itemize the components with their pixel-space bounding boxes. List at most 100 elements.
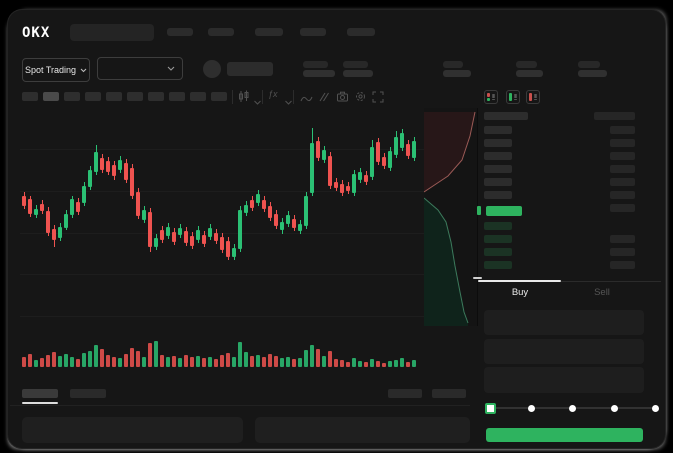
candle-body <box>382 157 386 166</box>
compare-icon[interactable] <box>318 90 330 108</box>
bottom-panel-left[interactable] <box>22 417 243 443</box>
candle-body <box>286 215 290 224</box>
stat-value-placeholder <box>303 70 335 77</box>
nav-item-placeholder[interactable] <box>255 28 283 36</box>
candle-body <box>358 172 362 180</box>
candle-body <box>310 143 314 193</box>
volume-bar <box>346 362 350 367</box>
orderbook-row-ask-amount[interactable] <box>610 165 635 173</box>
bottom-action-placeholder[interactable] <box>388 389 422 398</box>
tab-buy[interactable]: Buy <box>511 287 529 298</box>
interval-button[interactable] <box>127 92 143 101</box>
interval-button[interactable] <box>169 92 185 101</box>
interval-button[interactable] <box>148 92 164 101</box>
candle-style-icon[interactable] <box>237 90 250 108</box>
nav-item-placeholder[interactable] <box>167 28 193 36</box>
orderbook-last-price[interactable] <box>486 206 522 216</box>
volume-bar <box>292 359 296 367</box>
candle-body <box>364 175 368 182</box>
interval-button[interactable] <box>64 92 80 101</box>
orderbook-row-ask-price[interactable] <box>484 165 512 173</box>
pair-selector-dropdown[interactable] <box>97 57 183 80</box>
bottom-tab-active[interactable] <box>22 389 58 398</box>
volume-bar <box>262 357 266 367</box>
orderbook-row-header-amount[interactable] <box>594 112 635 120</box>
chevron-down-icon[interactable] <box>284 93 293 111</box>
nav-item-placeholder[interactable] <box>347 28 375 36</box>
toolbar-divider <box>232 90 233 104</box>
volume-bar <box>364 362 368 367</box>
candle-body <box>124 163 128 180</box>
settings-gear-icon[interactable] <box>354 90 367 108</box>
candle-body <box>112 165 116 176</box>
bottom-panel-right[interactable] <box>255 417 470 443</box>
bottom-tab[interactable] <box>70 389 106 398</box>
fullscreen-icon[interactable] <box>372 90 384 108</box>
orderbook-row-ask-amount[interactable] <box>610 191 635 199</box>
slider-handle-active[interactable] <box>485 403 496 414</box>
orderbook-row-ask-amount[interactable] <box>610 152 635 160</box>
orderbook-row-ask-amount[interactable] <box>610 204 635 212</box>
market-type-dropdown[interactable]: Spot Trading <box>22 58 90 82</box>
orderbook-view-both-icon[interactable] <box>484 90 498 104</box>
orderbook-icon-bars <box>487 93 490 101</box>
amount-input[interactable] <box>484 339 644 364</box>
volume-bar <box>64 354 68 367</box>
orderbook-row-ask-amount[interactable] <box>610 139 635 147</box>
volume-bar <box>22 357 26 367</box>
line-chart-icon[interactable] <box>300 91 313 109</box>
orderbook-row-bid-price[interactable] <box>484 235 512 243</box>
orderbook-row-ask-price[interactable] <box>484 178 512 186</box>
interval-button[interactable] <box>22 92 38 101</box>
candle-body <box>190 236 194 246</box>
price-input[interactable] <box>484 310 644 335</box>
orderbook-view-bids-icon[interactable] <box>506 90 520 104</box>
orderbook-row-bid-amount[interactable] <box>610 235 635 243</box>
slider-step-dot[interactable] <box>568 404 576 412</box>
orderbook-row-bid-amount[interactable] <box>610 261 635 269</box>
volume-bar <box>298 358 302 367</box>
candle-body <box>82 186 86 203</box>
orderbook-row-bid-price[interactable] <box>484 261 512 269</box>
buy-submit-button[interactable] <box>486 428 643 442</box>
interval-button[interactable] <box>211 92 227 101</box>
bottom-tab-underline <box>22 402 58 404</box>
orderbook-row-ask-price[interactable] <box>484 191 512 199</box>
bottom-action-placeholder[interactable] <box>432 389 466 398</box>
interval-button[interactable] <box>106 92 122 101</box>
orderbook-row-ask-price[interactable] <box>484 139 512 147</box>
orderbook-view-asks-icon[interactable] <box>526 90 540 104</box>
orderbook-row-ask-price[interactable] <box>484 152 512 160</box>
stat-value-placeholder <box>443 70 471 77</box>
orderbook-row-bid-price[interactable] <box>484 222 512 230</box>
candle-body <box>40 204 44 211</box>
volume-bar <box>184 355 188 367</box>
search-input[interactable] <box>70 24 154 41</box>
indicators-icon[interactable]: ƒx <box>268 89 278 99</box>
orderbook-row-ask-price[interactable] <box>484 126 512 134</box>
orderbook-row-ask-amount[interactable] <box>610 126 635 134</box>
orderbook-row-bid-amount[interactable] <box>610 248 635 256</box>
orderbook-row-ask-amount[interactable] <box>610 178 635 186</box>
volume-bar <box>70 357 74 367</box>
candle-body <box>316 141 320 158</box>
interval-button[interactable] <box>190 92 206 101</box>
total-input[interactable] <box>484 367 644 393</box>
orderbook-icon-bars <box>529 93 532 101</box>
tab-sell[interactable]: Sell <box>594 287 610 298</box>
nav-item-placeholder[interactable] <box>208 28 234 36</box>
volume-bar <box>28 354 32 367</box>
orderbook-row-header-price[interactable] <box>484 112 528 120</box>
interval-button[interactable] <box>85 92 101 101</box>
nav-item-placeholder[interactable] <box>300 28 326 36</box>
candle-body <box>262 200 266 209</box>
stat-label-placeholder <box>578 61 600 68</box>
slider-step-dot[interactable] <box>527 404 535 412</box>
orderbook-row-bid-price[interactable] <box>484 248 512 256</box>
interval-button[interactable] <box>43 92 59 101</box>
slider-step-dot[interactable] <box>610 404 618 412</box>
camera-icon[interactable] <box>336 90 349 108</box>
chevron-down-icon[interactable] <box>253 93 262 111</box>
orderbook-icon-lines <box>492 93 495 101</box>
slider-step-dot[interactable] <box>651 404 659 412</box>
